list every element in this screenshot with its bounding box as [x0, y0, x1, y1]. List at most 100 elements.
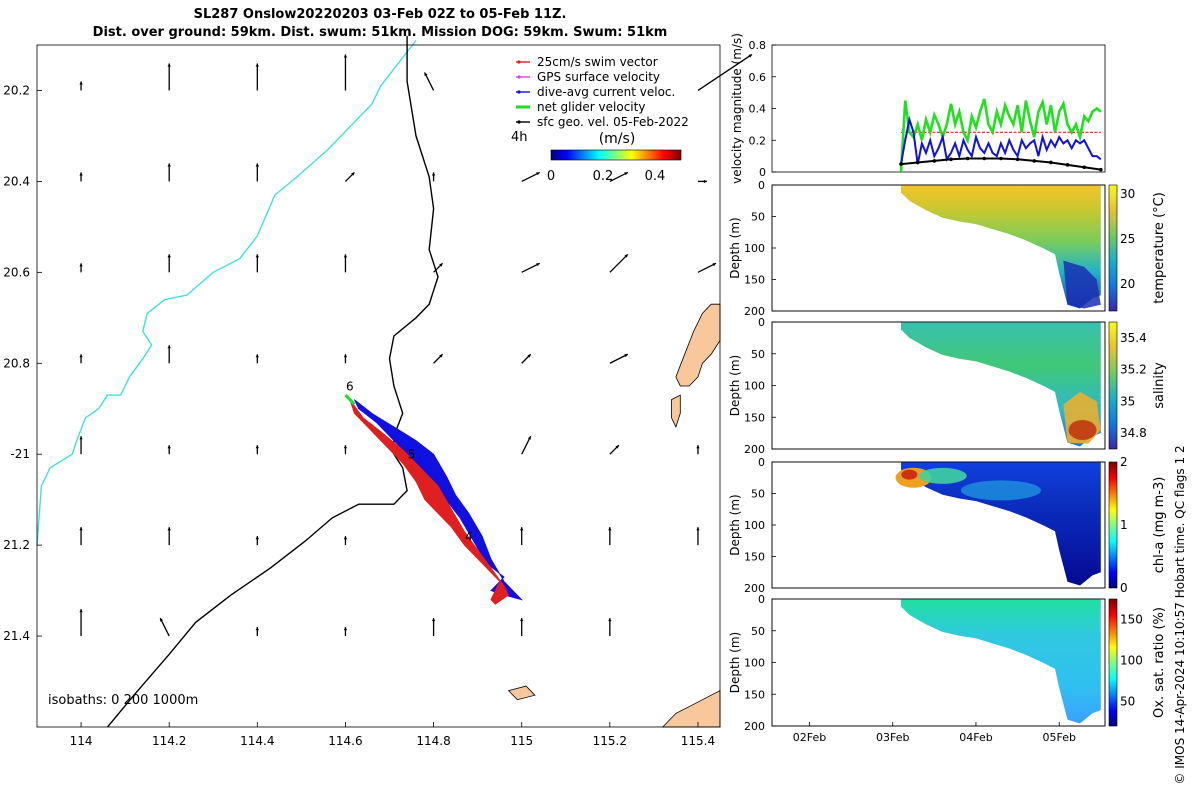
section-2-y-tick-0: 0 — [758, 456, 765, 469]
map-background — [37, 45, 720, 727]
velocity-panel: 0 0.2 0.4 0.6 0.8 velocity magnitude (m/s) — [730, 33, 1106, 184]
section-3-cbar-tick-1: 100 — [1120, 653, 1143, 667]
legend-label-dive_avg: dive-avg current veloc. — [537, 85, 675, 99]
map-x-tick-1: 114.2 — [152, 734, 186, 748]
geo-vector-head-44 — [160, 618, 164, 622]
geo-point-5 — [982, 156, 987, 161]
geo-vector-head-10 — [431, 172, 436, 176]
geo-vector-head-8 — [255, 163, 259, 167]
legend-label-swim: 25cm/s swim vector — [537, 55, 658, 69]
section-1-y-tick-3: 150 — [744, 411, 765, 424]
island-2 — [507, 685, 536, 701]
geo-vector-head-19 — [536, 263, 540, 267]
geo-vector-head-0 — [79, 81, 83, 85]
map-x-tick-2: 114.4 — [240, 734, 274, 748]
map-y-tick-2: 20.6 — [3, 265, 30, 279]
chl-subsurface-layer — [960, 480, 1041, 501]
geo-vector-head-42 — [696, 527, 700, 531]
section-0-ylabel: Depth (m) — [728, 217, 742, 278]
map-frame — [36, 44, 721, 728]
geo-point-9 — [1049, 160, 1053, 165]
geo-vector-head-31 — [255, 445, 259, 449]
geo-vector-28 — [609, 353, 629, 364]
section-panel-0: 0 50 100 150 200 Depth (m) 30 25 20 temperature (… — [728, 179, 1167, 318]
section-3-cbar-label: Ox. sat. ratio (%) — [1152, 607, 1167, 718]
section-0-colorbar — [1108, 184, 1118, 312]
isobath-1000m-line — [36, 40, 417, 546]
colorbar-label: (m/s) — [599, 131, 636, 147]
geo-point-0 — [899, 162, 903, 166]
section-3-y-tick-0: 0 — [758, 593, 765, 606]
section-2-cbar-tick-0: 2 — [1120, 455, 1128, 469]
section-3-cbar-tick-0: 150 — [1120, 612, 1143, 626]
map-y-tick-6: 21.4 — [3, 629, 30, 643]
geo-vector-head-26 — [439, 354, 443, 358]
legend-label-gps: GPS surface velocity — [537, 70, 660, 84]
map-x-tick-7: 115.4 — [681, 734, 715, 748]
geo-vector-head-45 — [255, 627, 259, 631]
island-0 — [675, 303, 721, 387]
geo-point-12 — [1099, 167, 1103, 172]
geo-vector-head-43 — [79, 609, 83, 613]
section-0-y-tick-3: 150 — [744, 274, 765, 287]
map-panel: 6 5 4 114 114.2 114.4 114.6 114.8 115 115.2 115.4 2… — [3, 35, 753, 748]
geo-vector-head-48 — [520, 618, 524, 622]
cold-deep-water-patch — [1063, 260, 1101, 309]
geo-vector-head-32 — [343, 445, 348, 449]
section-0-y-tick-2: 100 — [744, 242, 765, 255]
vel-y-tick-2: 0.4 — [749, 103, 767, 116]
geo-vector-head-5 — [748, 54, 752, 58]
credit-text: © IMOS 14-Apr-2024 10:10:57 Hobart time.… — [1173, 445, 1187, 785]
section-data-area-0 — [901, 185, 1101, 309]
chart-title-line2: Dist. over ground: 59km. Dist. swum: 51k… — [92, 25, 668, 40]
section-1-cbar-tick-0: 35.4 — [1120, 331, 1147, 345]
legend-marker-net — [517, 105, 521, 109]
swim-vectors — [349, 399, 510, 605]
geo-vector-11 — [521, 171, 541, 182]
geo-vector-head-41 — [608, 527, 612, 531]
vel-y-tick-4: 0.8 — [749, 39, 767, 52]
section-data-area-1 — [901, 322, 1101, 447]
section-panel-2: 0 50 100 150 200 Depth (m) 2 1 0 chl-a (mg m-3) — [728, 455, 1167, 595]
geo-vector-head-40 — [520, 527, 524, 531]
section-1-y-tick-0: 0 — [758, 316, 765, 329]
section-2-y-tick-3: 150 — [744, 551, 765, 564]
section-panel-1: 0 50 100 150 200 Depth (m) 35.4 35.2 35 34.8 salin… — [728, 316, 1167, 456]
section-0-cbar-tick-0: 30 — [1120, 187, 1135, 201]
legend-label-geo: sfc geo. vel. 05-Feb-2022 — [537, 115, 689, 129]
geo-vector-21 — [697, 262, 717, 273]
section-3-colorbar — [1108, 598, 1118, 727]
section-3-cbar-tick-2: 50 — [1120, 694, 1135, 708]
geo-vector-head-17 — [343, 254, 348, 258]
geo-vector-head-49 — [608, 618, 612, 622]
colorbar-tick-1: 0.2 — [593, 169, 614, 184]
geo-vector-head-11 — [536, 172, 540, 176]
colorbar-tick-0: 0 — [547, 169, 555, 184]
section-2-y-tick-2: 100 — [744, 519, 765, 532]
section-2-y-tick-4: 200 — [744, 582, 765, 595]
section-3-y-tick-3: 150 — [744, 688, 765, 701]
section-1-y-tick-1: 50 — [751, 348, 765, 361]
island-1 — [671, 394, 681, 428]
geo-point-8 — [1032, 159, 1037, 163]
map-y-tick-1: 20.4 — [3, 174, 30, 188]
section-2-colorbar — [1108, 461, 1118, 589]
geo-vector-head-22 — [79, 354, 83, 358]
geo-point-2 — [932, 159, 937, 163]
geo-vector-head-1 — [167, 63, 171, 67]
geo-vector-head-30 — [167, 445, 171, 449]
section-0-y-tick-0: 0 — [758, 179, 765, 192]
isobaths-note: isobaths: 0 200 1000m — [48, 693, 198, 708]
section-1-cbar-label: salinity — [1152, 362, 1167, 409]
net-glider-velocity-track — [344, 394, 356, 406]
geo-vector-4 — [423, 72, 435, 91]
section-1-cbar-tick-2: 35 — [1120, 394, 1135, 408]
velocity-series-net — [899, 97, 1102, 173]
section-1-ylabel: Depth (m) — [728, 355, 742, 416]
max-salinity-core — [1068, 419, 1097, 440]
map-y-tick-4: -21 — [10, 447, 30, 461]
track-time-label-4: 4 — [465, 530, 473, 544]
section-3-y-tick-4: 200 — [744, 720, 765, 733]
